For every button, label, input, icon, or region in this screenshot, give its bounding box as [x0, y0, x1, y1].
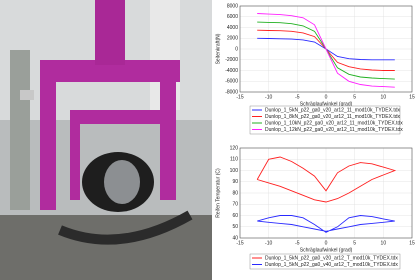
x-tick-label: 15 [409, 94, 415, 100]
y-tick-label: -6000 [225, 79, 238, 85]
y-tick-label: 90 [232, 179, 238, 185]
x-tick-label: -15 [236, 94, 243, 100]
x-axis-label: Schräglaufwinkel (grad) [300, 247, 353, 253]
y-tick-label: 50 [232, 224, 238, 230]
y-tick-label: 8000 [227, 3, 238, 9]
legend-label: Dunlop_1_10kN_p22_ga0_v20_ar12_11_mod10k… [265, 120, 403, 126]
y-tick-label: -8000 [225, 89, 238, 95]
y-tick-label: 80 [232, 190, 238, 196]
y-tick-label: 4000 [227, 25, 238, 31]
y-tick-label: 120 [230, 145, 239, 151]
legend-label: Dunlop_1_12kN_p22_ga0_v20_ar12_11_mod10k… [265, 127, 403, 133]
y-axis-label: Seitenkraft(N) [215, 33, 221, 64]
y-tick-label: 2000 [227, 36, 238, 42]
y-axis-label: Reifen Temperatur (C) [215, 168, 221, 218]
x-tick-label: -10 [265, 94, 272, 100]
series-line [257, 215, 395, 233]
legend-label: Dunlop_1_8kN_p22_ga0_v20_ar12_11_mod10k_… [265, 114, 401, 120]
x-tick-label: 10 [381, 240, 387, 246]
series-line [257, 13, 395, 88]
x-tick-label: 0 [325, 94, 328, 100]
axes-frame [239, 5, 413, 93]
y-tick-label: 6000 [227, 14, 238, 20]
x-tick-label: -5 [295, 240, 300, 246]
y-tick-label: 110 [230, 157, 238, 163]
legend-label: Dunlop_1_5kN_p22_ga0_v20_ar12_11_mod10k_… [265, 107, 401, 113]
x-tick-label: 5 [353, 240, 356, 246]
x-tick-label: -10 [265, 240, 272, 246]
x-tick-label: 0 [325, 240, 328, 246]
legend-box [249, 253, 401, 270]
axes-frame [239, 147, 413, 239]
x-axis-label: Schräglaufwinkel (grad) [300, 101, 353, 107]
x-tick-label: 10 [381, 94, 387, 100]
y-tick-label: -2000 [225, 57, 238, 63]
y-tick-label: -4000 [225, 68, 238, 74]
test-rig-photo [0, 0, 212, 280]
y-tick-label: 100 [230, 168, 239, 174]
y-tick-label: 0 [235, 46, 238, 52]
legend-label: Dunlop_1_5kN_p22_ga0_v40_ar12_T_mod10k_T… [265, 262, 398, 268]
x-tick-label: 15 [409, 240, 415, 246]
y-tick-label: 60 [232, 213, 238, 219]
series-line [256, 156, 397, 203]
y-tick-label: 40 [232, 235, 238, 241]
legend-label: Dunlop_1_5kN_p22_ga0_v20_ar12_T_mod10k_T… [265, 255, 398, 261]
x-tick-label: 5 [353, 94, 356, 100]
x-tick-label: -15 [236, 240, 243, 246]
legend-box [249, 105, 401, 135]
x-tick-label: -5 [295, 94, 300, 100]
y-tick-label: 70 [232, 202, 238, 208]
